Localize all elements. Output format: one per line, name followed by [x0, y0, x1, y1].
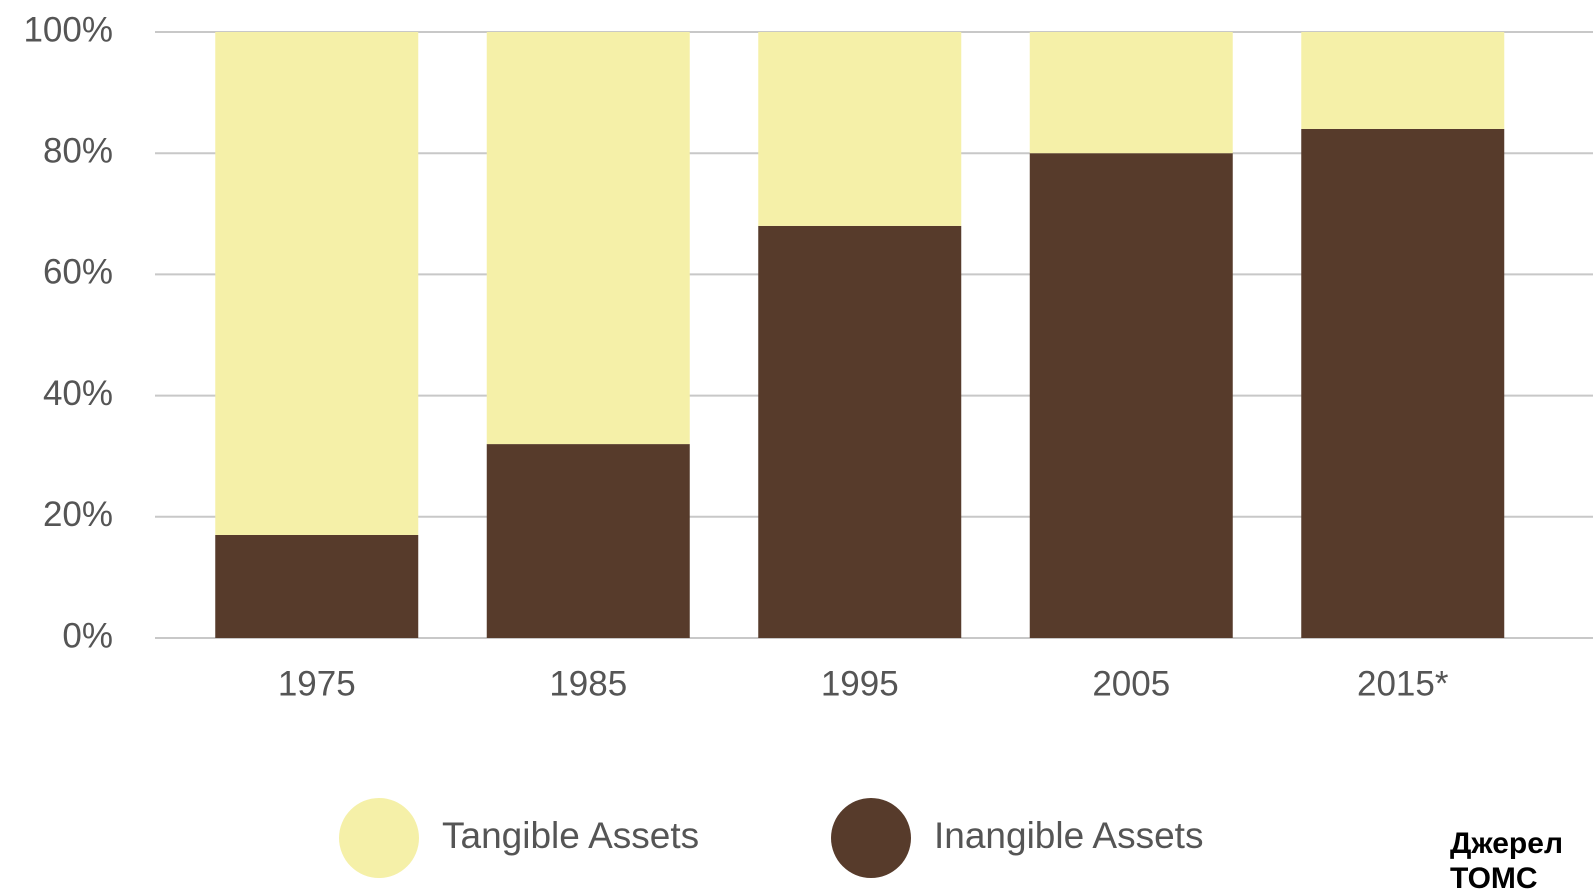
y-tick-label: 40% — [43, 374, 113, 413]
bar-segment — [486, 32, 690, 445]
y-tick-label: 80% — [43, 131, 113, 170]
y-tick-label: 100% — [23, 10, 113, 49]
source-note: Джерел — [1450, 827, 1563, 860]
x-tick-label: 1995 — [821, 664, 899, 703]
bar-segment — [758, 225, 962, 639]
source-note: ТОМС — [1450, 862, 1538, 890]
bar-segment — [1029, 32, 1233, 154]
x-tick-label: 2015* — [1357, 664, 1449, 703]
y-tick-label: 60% — [43, 253, 113, 292]
bar-segment — [1301, 32, 1505, 129]
bar-segment — [1029, 153, 1233, 638]
legend-swatch — [831, 798, 911, 878]
bar-segment — [215, 534, 419, 638]
legend-swatch — [339, 798, 419, 878]
bar-segment — [758, 32, 962, 226]
bar-segment — [486, 444, 690, 638]
x-tick-label: 1985 — [549, 664, 627, 703]
y-tick-label: 20% — [43, 495, 113, 534]
legend-label: Inangible Assets — [934, 815, 1203, 856]
x-tick-label: 2005 — [1092, 664, 1170, 703]
x-tick-label: 1975 — [278, 664, 356, 703]
y-tick-label: 0% — [62, 616, 113, 655]
bar-segment — [215, 32, 419, 535]
bar-segment — [1301, 128, 1505, 638]
legend-label: Tangible Assets — [442, 815, 699, 856]
